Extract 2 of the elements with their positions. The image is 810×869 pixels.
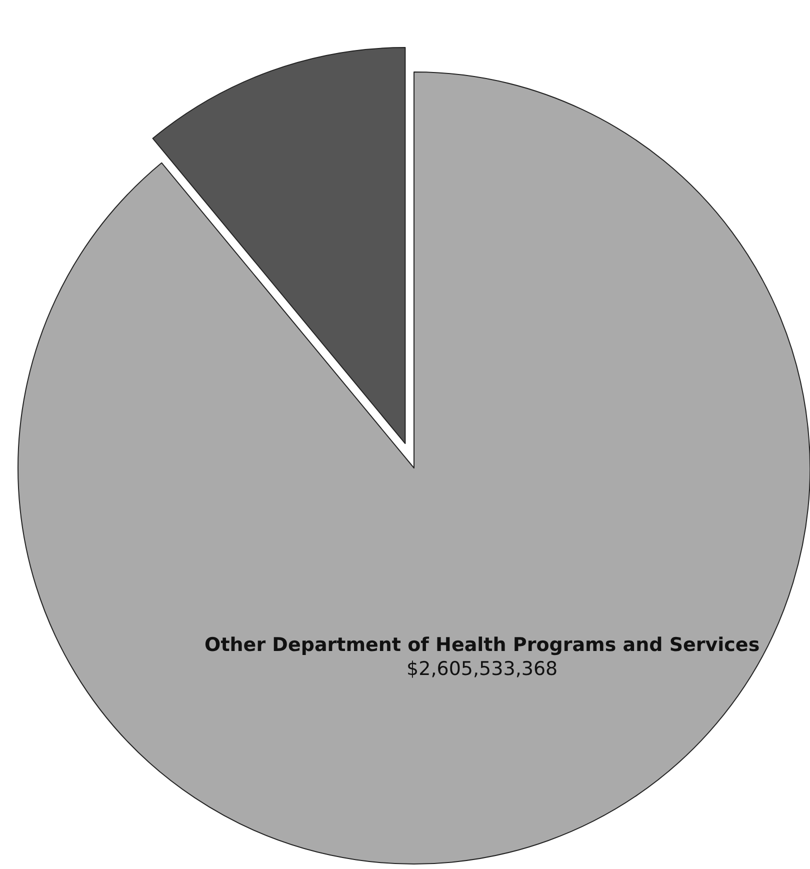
- slice-label: Other Department of Health Programs and Services: [204, 634, 760, 656]
- data-label: $2,605,533,368: [406, 658, 558, 680]
